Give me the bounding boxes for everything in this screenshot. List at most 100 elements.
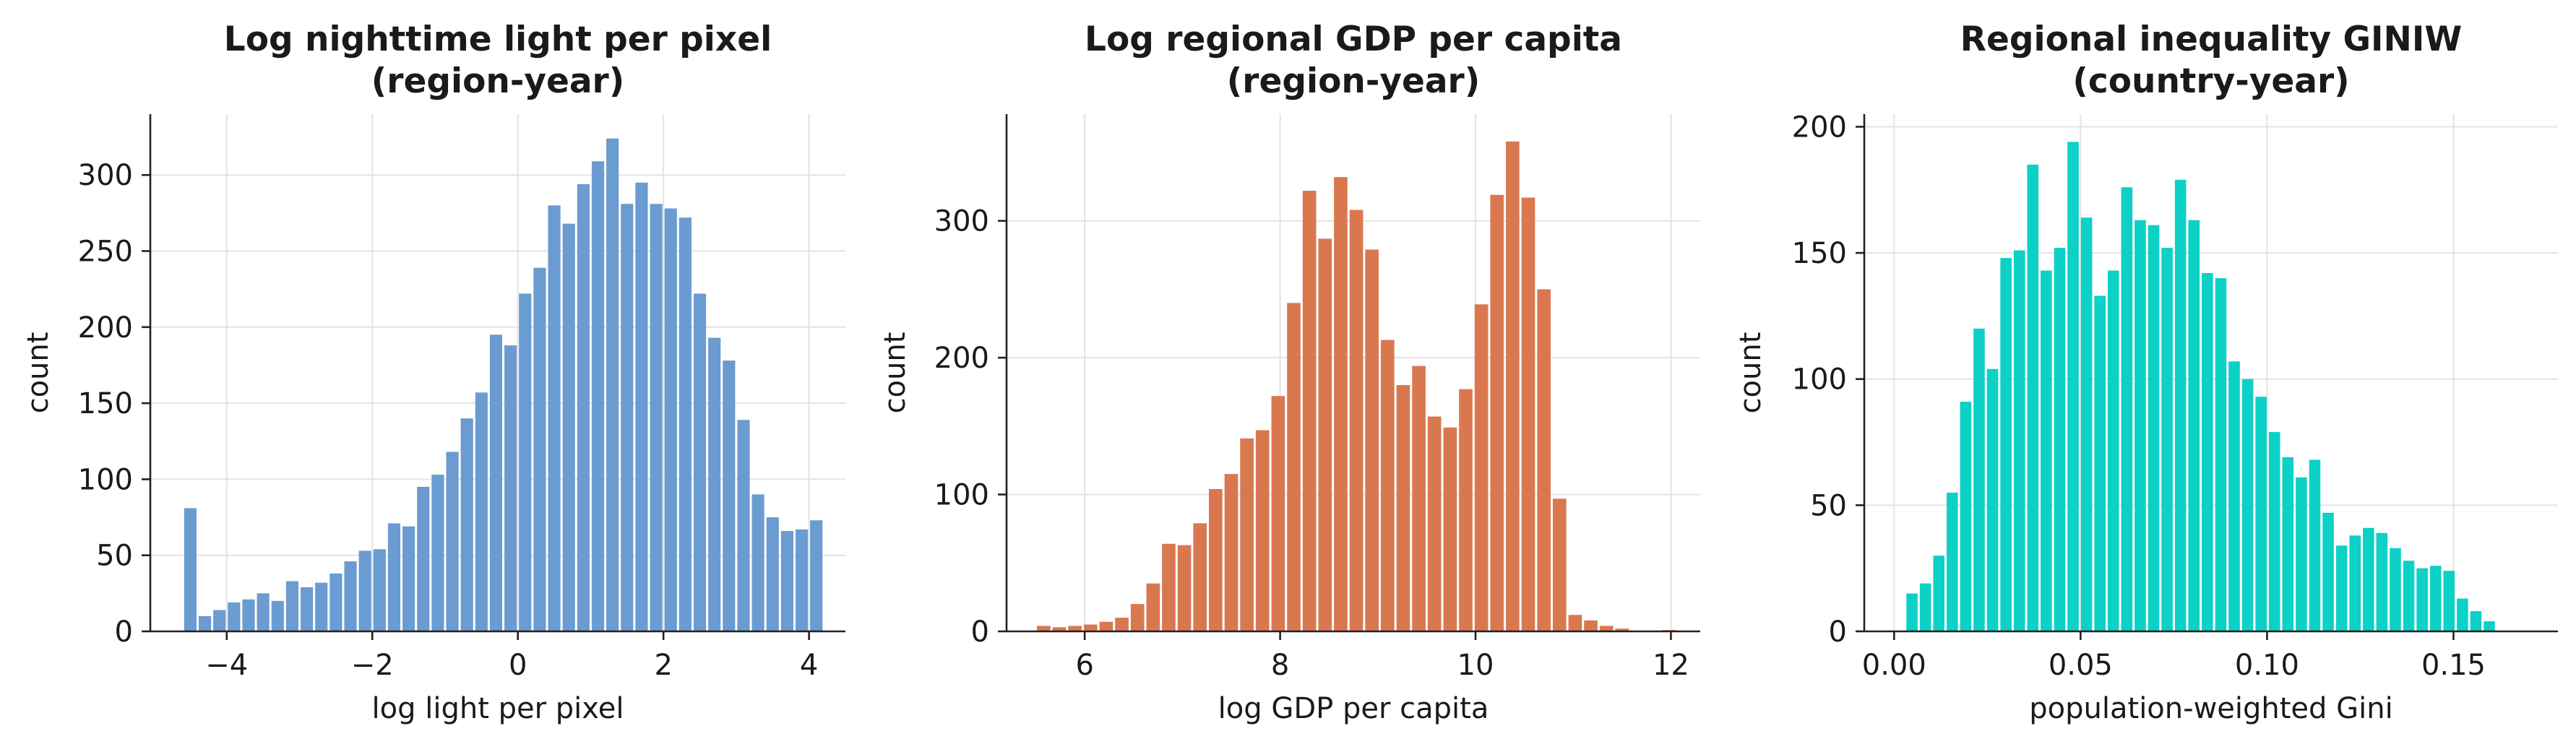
histogram-bar — [795, 529, 809, 631]
histogram-bar — [1615, 628, 1629, 631]
histogram-bar — [402, 526, 415, 631]
y-tick-label: 0 — [115, 615, 133, 649]
histogram-bar — [1427, 416, 1442, 631]
histogram-bar — [257, 593, 270, 631]
x-axis-label: log GDP per capita — [1218, 692, 1489, 725]
histogram-bar — [1240, 438, 1254, 631]
x-tick-label: −4 — [205, 649, 248, 682]
chart-title: Log regional GDP per capita — [1085, 20, 1622, 59]
histogram-bar — [1506, 141, 1520, 631]
histogram-bar — [1552, 498, 1567, 631]
histogram-bar — [1287, 303, 1301, 631]
y-axis-label: count — [879, 332, 912, 414]
histogram-bar — [2416, 568, 2428, 631]
histogram-bar — [2161, 248, 2173, 631]
x-tick-label: 2 — [654, 649, 672, 682]
histogram-bar — [1146, 583, 1160, 631]
y-tick-label: 200 — [78, 311, 133, 345]
histogram-bar — [2282, 457, 2294, 631]
y-tick-label: 300 — [934, 205, 989, 238]
histogram-bar — [2484, 621, 2495, 631]
y-tick-label: 50 — [96, 540, 133, 573]
histogram-bar — [2041, 270, 2052, 631]
x-axis-label: population-weighted Gini — [2029, 692, 2392, 725]
histogram-bar — [1037, 626, 1051, 631]
histogram-bar — [431, 475, 444, 631]
histogram-bar — [475, 392, 488, 631]
histogram-bar — [1443, 427, 1457, 631]
histogram-bar — [1568, 615, 1582, 631]
histogram-bar — [1193, 523, 1207, 631]
histogram-bar — [635, 182, 648, 631]
histogram-bar — [1302, 191, 1317, 631]
x-tick-label: 0.00 — [1862, 649, 1926, 682]
histogram-bar — [606, 138, 619, 632]
histogram-bar — [2322, 512, 2334, 631]
histogram-bar — [315, 582, 328, 631]
histogram-bar — [751, 494, 764, 631]
histogram-bar — [2443, 571, 2455, 631]
histogram-bar — [723, 360, 736, 631]
histogram-bar — [1474, 304, 1489, 631]
histogram-bar — [1334, 177, 1348, 632]
histogram-bar — [2403, 561, 2415, 631]
histogram-bar — [271, 600, 284, 631]
histogram-bar — [2349, 535, 2361, 631]
histogram-bar — [1255, 430, 1270, 631]
histogram-bar — [1459, 389, 1473, 631]
histogram-bar — [2363, 527, 2374, 631]
y-axis-label: count — [1734, 332, 1767, 414]
histogram-bar — [519, 293, 532, 631]
histogram-bar — [2309, 459, 2321, 631]
histogram-bar — [1068, 626, 1082, 631]
x-tick-label: 8 — [1271, 649, 1289, 682]
histogram-bar — [2215, 278, 2227, 631]
histogram-bar — [548, 205, 561, 632]
histogram-bar — [1349, 209, 1364, 631]
chart-title: Log nighttime light per pixel — [224, 20, 772, 59]
x-tick-label: 0 — [509, 649, 527, 682]
histogram-bar — [780, 531, 793, 631]
histogram-bar — [184, 508, 197, 631]
histogram-bar — [489, 334, 503, 631]
histogram-bar — [2228, 361, 2240, 631]
histogram-bar — [2080, 217, 2093, 631]
histogram-bar — [2094, 295, 2106, 631]
histogram-bar — [198, 615, 212, 631]
x-axis-label: log light per pixel — [372, 692, 624, 725]
histogram-bar — [1381, 340, 1395, 631]
y-axis-label: count — [22, 332, 55, 414]
histogram-bar — [708, 337, 721, 631]
y-tick-label: 200 — [934, 342, 989, 375]
histogram-bar — [2135, 220, 2146, 631]
chart-panel-3: 0.00 0.05 0.10 0.15 0 50 100 150 200 Regional ine… — [1734, 20, 2558, 725]
histogram-bar — [650, 204, 663, 631]
histogram-bar — [329, 573, 343, 631]
histogram-bar — [1365, 249, 1379, 631]
histogram-bar — [2457, 598, 2468, 631]
histogram-bar — [1209, 489, 1223, 631]
y-tick-label: 250 — [78, 235, 133, 269]
chart-title: (region-year) — [1227, 61, 1480, 101]
histogram-bar — [1521, 197, 1535, 631]
y-tick-label: 0 — [971, 615, 989, 649]
histogram-bar — [358, 550, 371, 631]
histogram-bar — [1933, 556, 1945, 631]
histogram-bar — [242, 599, 255, 631]
histogram-bar — [1130, 604, 1145, 631]
histogram-bar — [446, 451, 459, 631]
histogram-bar — [562, 223, 575, 631]
x-tick-label: 10 — [1457, 649, 1494, 682]
histogram-bar — [2202, 273, 2213, 631]
x-tick-label: 6 — [1075, 649, 1093, 682]
histogram-bar — [737, 420, 750, 631]
x-tick-label: 4 — [800, 649, 818, 682]
histogram-bar — [2121, 187, 2133, 631]
histogram-bar — [766, 517, 779, 631]
x-tick-label: 0.10 — [2235, 649, 2299, 682]
histogram-bar — [1960, 402, 1972, 631]
x-tick-label: 0.15 — [2421, 649, 2486, 682]
histogram-bar — [2174, 179, 2187, 631]
histogram-bar — [2376, 532, 2388, 631]
